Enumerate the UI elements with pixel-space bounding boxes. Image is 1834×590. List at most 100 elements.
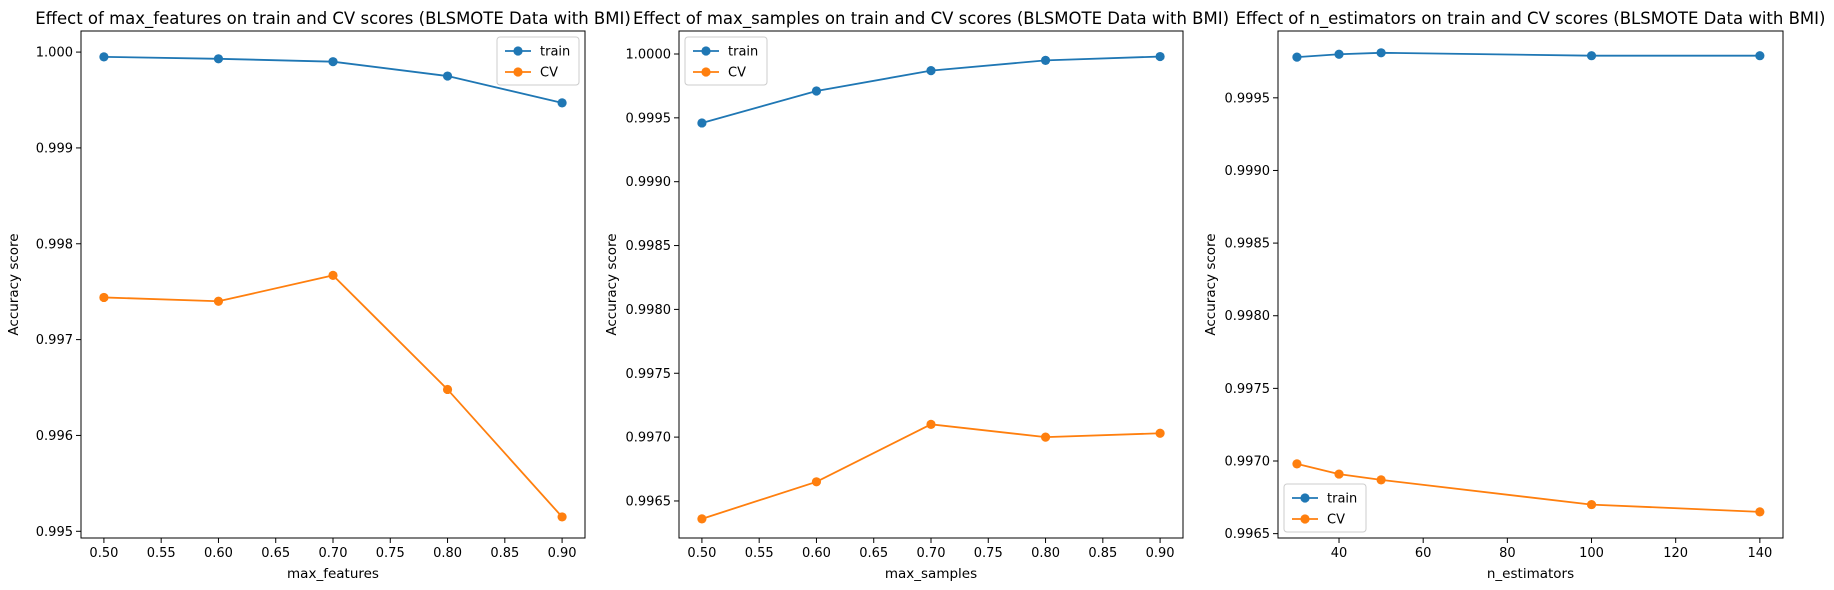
x-tick-label: 0.70	[917, 546, 946, 561]
x-tick-label: 0.50	[89, 546, 118, 561]
y-tick-label: 0.9970	[626, 431, 672, 446]
data-point-train	[213, 54, 224, 64]
legend-label: CV	[1327, 513, 1345, 528]
data-point-train	[1292, 52, 1302, 62]
legend: train CV	[684, 36, 768, 86]
legend-swatch-marker	[701, 46, 711, 56]
legend: train CV	[1283, 483, 1367, 533]
legend: train CV	[496, 36, 580, 86]
data-point-train	[99, 52, 109, 62]
data-point-train	[926, 65, 936, 76]
series-line-train	[1296, 51, 1760, 59]
data-point-cv	[1040, 432, 1051, 442]
legend-label: train	[540, 45, 570, 60]
legend-label: CV	[728, 66, 746, 81]
y-tick-label: 0.9985	[626, 239, 672, 254]
data-point-cv	[811, 477, 822, 487]
y-tick-label: 1.000	[36, 46, 73, 61]
x-axis-label: n_estimators	[1487, 566, 1574, 582]
data-point-cv	[1155, 428, 1165, 438]
data-point-cv	[99, 292, 109, 303]
x-tick-label: 0.90	[548, 546, 577, 561]
chart-title: Effect of n_estimators on train and CV s…	[1236, 9, 1826, 29]
y-tick-label: 0.9970	[1225, 455, 1271, 470]
axes-frame	[678, 30, 1184, 539]
legend-label: train	[1327, 492, 1357, 507]
x-axis-label: max_features	[287, 566, 379, 582]
legend-label: train	[728, 45, 758, 60]
legend-swatch-marker	[701, 67, 711, 77]
y-tick-label: 0.995	[36, 525, 73, 540]
data-point-cv	[926, 419, 936, 429]
y-tick-label: 0.9975	[1225, 382, 1271, 397]
y-tick-label: 0.9990	[1225, 164, 1271, 179]
data-point-train	[811, 86, 822, 96]
y-axis-label: Accuracy score	[6, 233, 22, 335]
data-point-cv	[1586, 499, 1597, 510]
chart-panel-1: Effect of max_features on train and CV s…	[6, 9, 631, 582]
x-tick-label: 0.85	[1088, 546, 1117, 561]
data-point-cv	[1755, 507, 1765, 517]
data-point-cv	[328, 270, 338, 280]
x-tick-label: 60	[1415, 546, 1432, 561]
data-point-train	[442, 71, 453, 81]
y-tick-label: 0.9975	[626, 367, 672, 382]
y-tick-label: 0.9985	[1225, 237, 1271, 252]
chart-title: Effect of max_samples on train and CV sc…	[633, 9, 1229, 29]
series-line-cv	[103, 274, 563, 518]
data-point-train	[1376, 48, 1386, 58]
x-tick-label: 0.80	[433, 546, 462, 561]
x-tick-label: 100	[1579, 546, 1604, 561]
axes-frame	[80, 30, 586, 539]
x-tick-label: 0.75	[376, 546, 405, 561]
data-point-train	[557, 98, 567, 108]
x-tick-label: 0.85	[490, 546, 519, 561]
legend-swatch-marker	[1300, 514, 1310, 524]
data-point-train	[328, 57, 338, 67]
chart-panel-2: Effect of max_samples on train and CV sc…	[604, 9, 1229, 582]
x-tick-label: 0.55	[745, 546, 774, 561]
y-tick-label: 0.9995	[1225, 91, 1271, 106]
x-tick-label: 0.55	[147, 546, 176, 561]
legend-swatch-marker	[513, 67, 523, 77]
x-tick-label: 0.60	[204, 546, 233, 561]
y-tick-label: 1.0000	[626, 47, 672, 62]
data-point-cv	[557, 512, 567, 522]
x-tick-label: 0.65	[859, 546, 888, 561]
data-point-train	[1040, 55, 1051, 65]
y-axis-label: Accuracy score	[1203, 233, 1219, 335]
y-tick-label: 0.998	[36, 237, 73, 252]
axes-frame	[1277, 30, 1784, 539]
y-axis-label: Accuracy score	[604, 233, 620, 335]
y-tick-label: 0.9965	[626, 494, 672, 509]
y-tick-label: 0.9980	[1225, 309, 1271, 324]
data-point-cv	[442, 384, 453, 395]
data-point-cv	[213, 296, 224, 306]
x-tick-label: 120	[1663, 546, 1688, 561]
y-tick-label: 0.996	[36, 429, 73, 444]
data-point-cv	[697, 514, 707, 524]
legend-label: CV	[540, 66, 558, 81]
chart-title: Effect of max_features on train and CV s…	[35, 9, 631, 29]
x-tick-label: 0.90	[1146, 546, 1175, 561]
x-tick-label: 140	[1747, 546, 1772, 561]
x-axis-label: max_samples	[885, 566, 977, 582]
x-tick-label: 80	[1499, 546, 1516, 561]
data-point-train	[1155, 51, 1165, 62]
chart-panel-3: Effect of n_estimators on train and CV s…	[1203, 9, 1825, 582]
x-tick-label: 0.60	[802, 546, 831, 561]
data-point-train	[1334, 49, 1344, 59]
data-point-train	[1586, 51, 1597, 61]
data-point-train	[697, 118, 707, 128]
y-tick-label: 0.997	[36, 333, 73, 348]
data-point-cv	[1376, 475, 1386, 485]
y-tick-label: 0.9965	[1225, 527, 1271, 542]
y-tick-label: 0.9990	[626, 175, 672, 190]
x-tick-label: 40	[1331, 546, 1348, 561]
x-tick-label: 0.65	[261, 546, 290, 561]
data-point-cv	[1334, 469, 1344, 479]
x-tick-label: 0.50	[687, 546, 716, 561]
series-line-cv	[701, 423, 1161, 520]
x-tick-label: 0.70	[319, 546, 348, 561]
